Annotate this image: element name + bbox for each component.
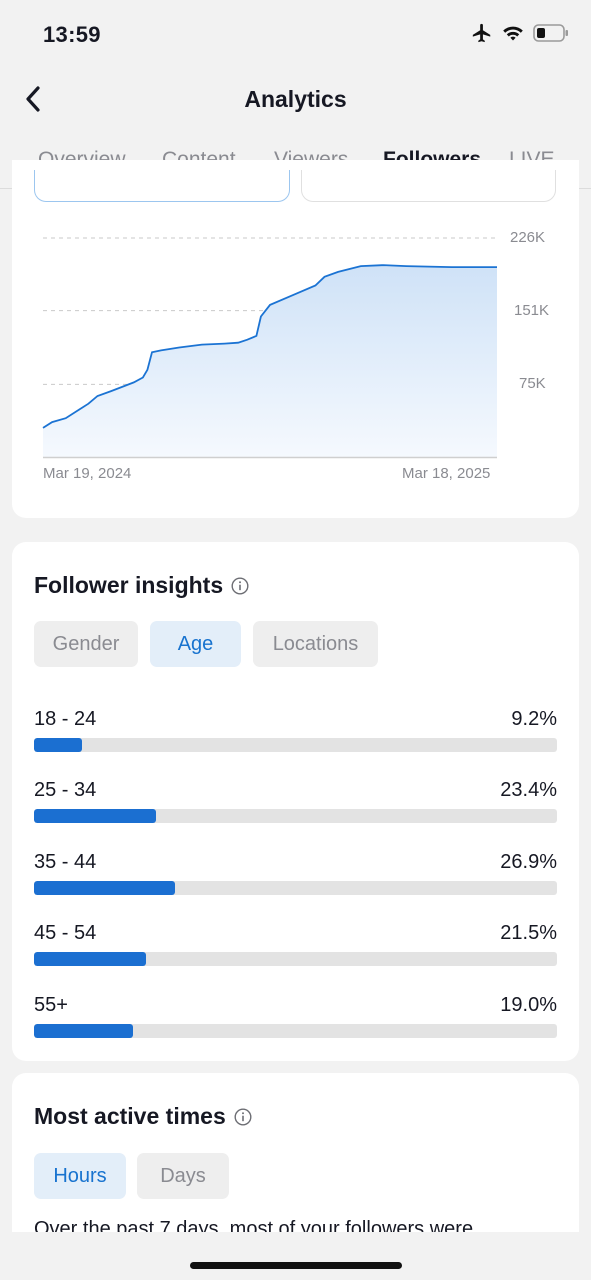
age-row: 55+ 19.0% — [34, 994, 557, 1054]
filter-days[interactable]: Days — [137, 1153, 229, 1199]
age-label: 25 - 34 — [34, 779, 97, 801]
age-row: 45 - 54 21.5% — [34, 922, 557, 982]
metric-toggle[interactable] — [301, 170, 556, 202]
back-button[interactable] — [18, 82, 48, 116]
age-bar-track — [34, 809, 557, 823]
age-row: 25 - 34 23.4% — [34, 779, 557, 839]
y-tick-label: 151K — [514, 302, 550, 319]
x-tick-label-end: Mar 18, 2025 — [402, 465, 491, 482]
age-bar-fill — [34, 738, 83, 752]
filter-hours[interactable]: Hours — [34, 1153, 126, 1199]
filter-age[interactable]: Age — [150, 621, 241, 667]
age-percent: 9.2% — [511, 708, 557, 730]
metric-toggle-selected[interactable] — [34, 170, 290, 202]
chart-area — [43, 265, 497, 457]
most-active-times-title: Most active times — [34, 1103, 226, 1129]
info-icon[interactable] — [234, 1107, 252, 1126]
follower-insights-card: Follower insights Gender Age Locations 1… — [12, 542, 579, 1061]
page-title: Analytics — [244, 86, 347, 112]
home-area — [0, 1232, 591, 1280]
age-percent: 19.0% — [500, 994, 557, 1016]
battery-icon — [533, 23, 569, 48]
status-icons — [471, 22, 569, 49]
age-bar-fill — [34, 1024, 134, 1038]
airplane-icon — [471, 22, 493, 49]
followers-chart — [42, 237, 497, 459]
info-icon[interactable] — [231, 576, 249, 595]
age-percent: 21.5% — [500, 922, 557, 944]
chart-line — [42, 264, 497, 429]
age-bar-fill — [34, 952, 147, 966]
age-label: 18 - 24 — [34, 708, 97, 730]
age-bar-track — [34, 738, 557, 752]
age-label: 45 - 54 — [34, 922, 97, 944]
nav-header: Analytics — [0, 70, 591, 130]
age-bar-fill — [34, 881, 175, 895]
age-row: 35 - 44 26.9% — [34, 851, 557, 911]
chevron-left-icon — [26, 86, 40, 112]
status-time: 13:59 — [43, 22, 101, 47]
y-tick-label: 75K — [519, 375, 546, 392]
age-percent: 23.4% — [500, 779, 557, 801]
y-tick-label: 226K — [510, 229, 546, 246]
most-active-times-heading: Most active times — [34, 1103, 252, 1130]
wifi-icon — [501, 23, 525, 48]
age-bar-track — [34, 1024, 557, 1038]
follower-insights-heading: Follower insights — [34, 572, 249, 599]
age-bar-fill — [34, 809, 157, 823]
age-percent: 26.9% — [500, 851, 557, 873]
age-bar-track — [34, 881, 557, 895]
follower-insights-title: Follower insights — [34, 572, 224, 598]
filter-gender[interactable]: Gender — [34, 621, 138, 667]
status-bar: 13:59 — [0, 0, 591, 70]
x-tick-label-start: Mar 19, 2024 — [43, 465, 132, 482]
age-row: 18 - 24 9.2% — [34, 708, 557, 768]
age-label: 35 - 44 — [34, 851, 97, 873]
home-indicator[interactable] — [190, 1262, 402, 1269]
age-label: 55+ — [34, 994, 68, 1016]
filter-locations[interactable]: Locations — [253, 621, 378, 667]
age-bar-track — [34, 952, 557, 966]
